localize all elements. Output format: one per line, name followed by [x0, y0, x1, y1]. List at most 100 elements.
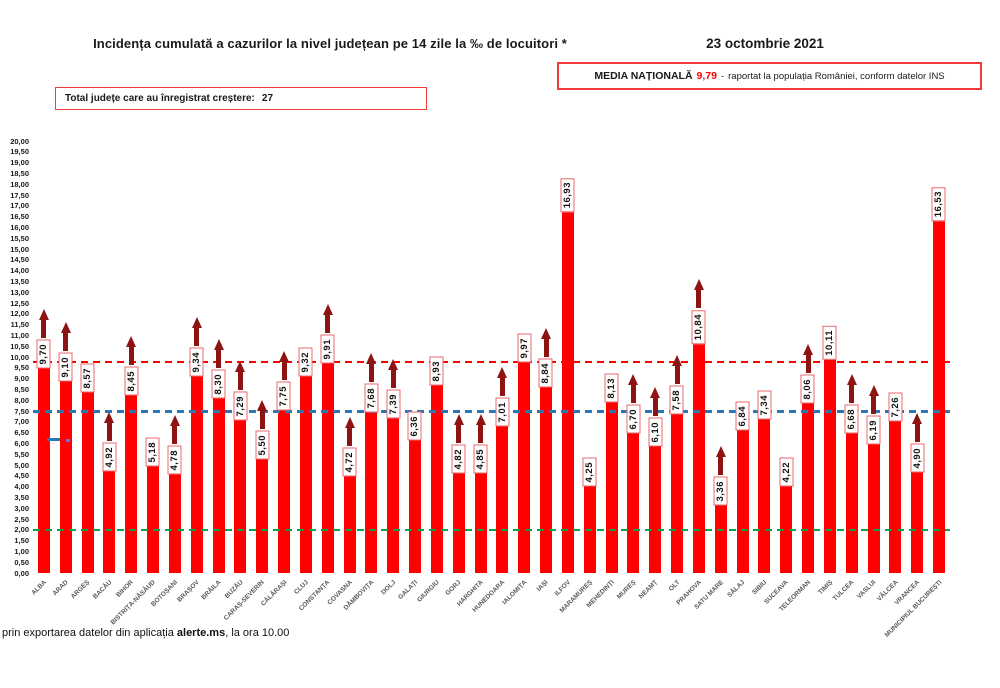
increase-arrow-icon — [496, 367, 508, 397]
value-label: 7,26 — [888, 392, 903, 422]
national-average-value: 9,79 — [696, 70, 717, 82]
y-tick-label: 1,00 — [14, 546, 29, 556]
value-label: 5,18 — [146, 437, 160, 467]
reference-line-media-nationala — [33, 360, 950, 364]
bar-annotation-stack: 10,11 — [818, 325, 842, 360]
footer-suffix: , la ora 10.00 — [225, 627, 290, 639]
y-tick-label: 5,50 — [14, 449, 29, 459]
increase-arrow-icon — [344, 416, 356, 446]
bar-annotation-stack: 9,70 — [32, 308, 56, 369]
footer-app-name: alerte.ms — [176, 627, 226, 639]
x-axis-label: DOLJ — [379, 579, 398, 597]
arrow-shaft — [172, 426, 178, 445]
y-tick-label: 4,50 — [14, 471, 29, 481]
value-label: 10,84 — [692, 309, 706, 344]
x-axis-label: ILFOV — [553, 579, 572, 598]
value-label: 6,36 — [408, 412, 422, 441]
bar-annotation-stack: 8,84 — [534, 327, 558, 388]
arrow-head — [344, 416, 355, 428]
bar-annotation-stack: 3,36 — [709, 445, 733, 506]
arrow-head — [541, 327, 552, 339]
y-tick-label: 12,50 — [10, 298, 29, 308]
x-axis-label: GIURGIU — [416, 579, 441, 604]
bar-annotation-stack: 7,39 — [381, 358, 405, 419]
value-label: 4,92 — [102, 443, 117, 472]
bar — [540, 382, 553, 573]
bar-annotation-stack: 7,75 — [272, 351, 296, 411]
value-label: 7,58 — [670, 385, 684, 415]
bar-annotation-stack: 6,68 — [840, 374, 864, 434]
increase-arrow-icon — [234, 361, 246, 391]
bar — [234, 415, 247, 573]
y-tick-label: 6,00 — [14, 438, 29, 448]
y-tick-label: 11,50 — [10, 320, 29, 330]
y-tick-label: 0,00 — [14, 568, 29, 578]
bar — [103, 466, 116, 573]
increase-arrow-icon — [649, 386, 661, 416]
bar — [409, 435, 422, 573]
bar-annotation-stack: 8,30 — [207, 339, 231, 399]
value-label: 6,70 — [626, 404, 641, 434]
bar-annotation-stack: 10,84 — [687, 278, 711, 344]
bar-annotation-stack: 8,06 — [796, 344, 820, 404]
reference-line-prag-verde — [33, 528, 950, 532]
y-tick-label: 7,00 — [14, 417, 29, 427]
arrow-shaft — [194, 327, 200, 346]
arrow-head — [213, 339, 224, 351]
increase-arrow-icon — [453, 414, 465, 444]
value-label: 8,13 — [604, 373, 619, 403]
increase-arrow-icon — [322, 304, 334, 334]
national-average-note: raportat la populația României, conform … — [728, 70, 945, 82]
arrow-shaft — [325, 315, 331, 334]
x-axis-label: NEAMȚ — [637, 579, 660, 601]
x-axis-label: SIBIU — [751, 579, 769, 597]
bar-annotation-stack: 9,34 — [185, 316, 209, 377]
y-tick-label: 14,50 — [10, 255, 29, 265]
arrow-shaft — [674, 365, 680, 384]
y-tick-label: 14,00 — [10, 266, 29, 276]
bar — [278, 405, 291, 573]
bar — [889, 416, 902, 573]
bar — [758, 414, 771, 573]
bar-annotation-stack: 5,18 — [141, 437, 165, 467]
value-label: 7,01 — [495, 398, 510, 427]
blue-dot-mark — [66, 439, 70, 442]
plot-area: 9,70 ALBA 9,10 ARAD 8,57 ARGEȘ 4,92 BACĂU 8,45 BI… — [30, 141, 951, 639]
bar-annotation-stack: 6,70 — [621, 373, 645, 434]
value-label: 6,10 — [648, 417, 662, 447]
bar — [387, 413, 400, 573]
y-tick-label: 12,00 — [10, 309, 29, 319]
y-tick-label: 8,50 — [14, 384, 29, 394]
x-axis-label: ALBA — [30, 579, 48, 597]
value-label: 9,70 — [37, 339, 51, 369]
value-label: 7,39 — [386, 389, 400, 419]
national-average-dash: - — [720, 70, 725, 82]
bar-annotation-stack: 8,13 — [600, 373, 624, 403]
x-axis-label: CLUJ — [292, 579, 310, 596]
bar — [627, 428, 640, 573]
bar — [561, 207, 574, 573]
increase-total-label: Total județe care au înregistrat creșter… — [65, 93, 255, 104]
arrow-head — [868, 384, 879, 396]
value-label: 8,57 — [80, 364, 95, 393]
y-tick-label: 1,50 — [14, 536, 29, 546]
footer-note: prin exportarea datelor din aplicația al… — [2, 627, 289, 639]
value-label: 4,90 — [910, 443, 924, 473]
increase-total-box: Total județe care au înregistrat creșter… — [55, 87, 427, 110]
bar-annotation-stack: 7,01 — [490, 367, 514, 427]
bar-annotation-stack: 16,53 — [927, 186, 951, 221]
bar — [168, 469, 181, 573]
arrow-shaft — [849, 385, 855, 404]
value-label: 4,22 — [779, 458, 793, 487]
x-axis-label: OLT — [667, 579, 682, 593]
increase-arrow-icon — [627, 373, 639, 403]
reference-line-prag-albastru — [33, 410, 950, 413]
bar-annotation-stack: 4,92 — [97, 412, 121, 472]
bar-annotation-stack: 4,90 — [905, 412, 929, 473]
y-tick-label: 7,50 — [14, 406, 29, 416]
arrow-shaft — [914, 423, 920, 442]
y-tick-label: 2,00 — [14, 525, 29, 535]
bar — [518, 357, 531, 573]
value-label: 7,75 — [277, 382, 291, 411]
increase-arrow-icon — [868, 384, 880, 414]
